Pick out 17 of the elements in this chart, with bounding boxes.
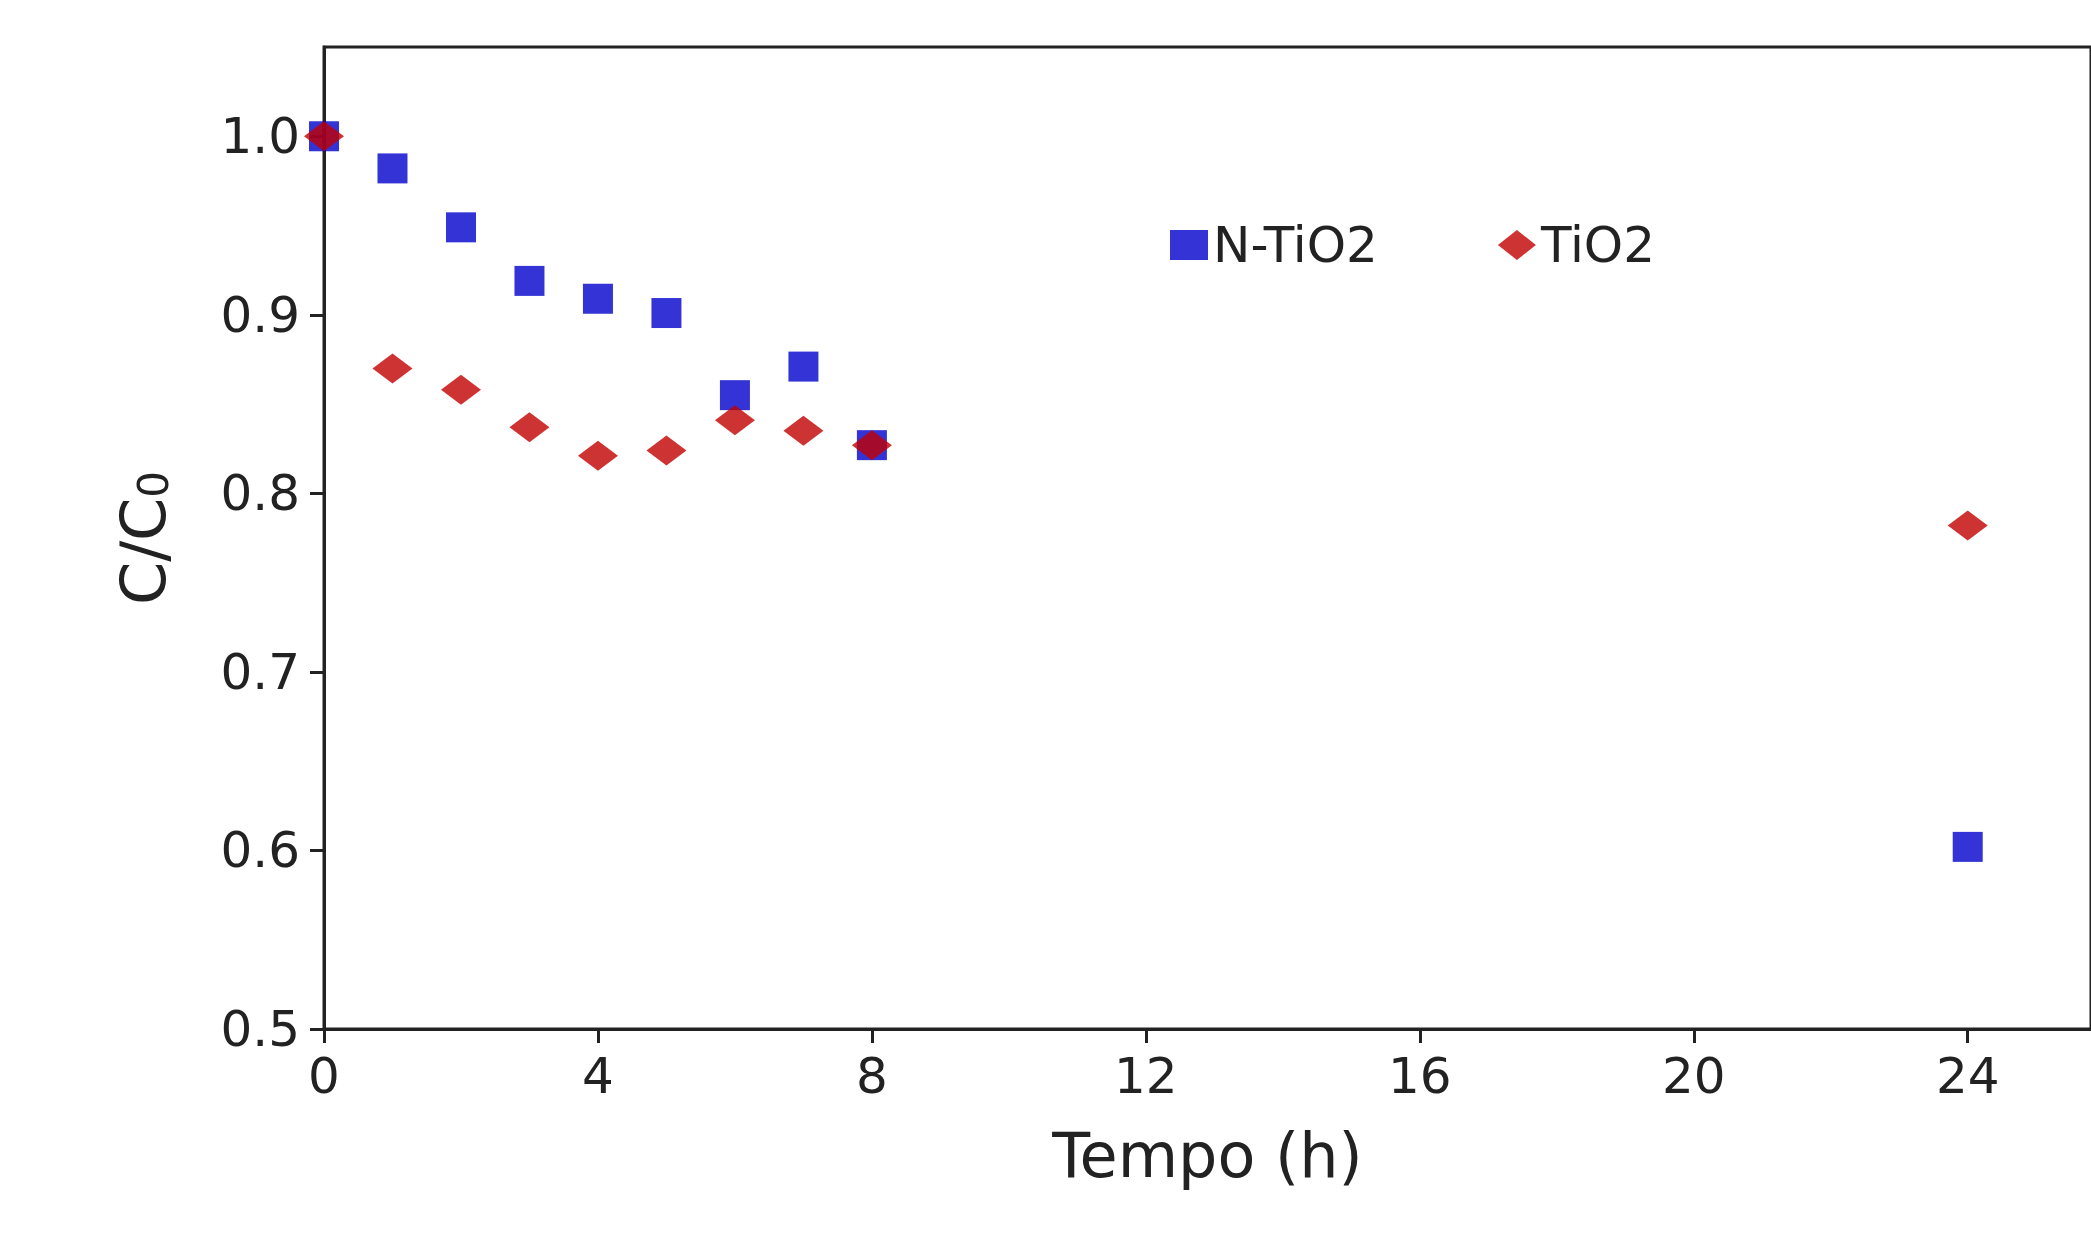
x-tick-label: 16 xyxy=(1388,1047,1452,1105)
x-tick-label: 4 xyxy=(582,1047,614,1105)
x-tick-label: 0 xyxy=(308,1047,340,1105)
x-tick-label: 20 xyxy=(1661,1047,1726,1105)
y-tick-label: 0.6 xyxy=(220,821,300,880)
y-tick-label: 0.5 xyxy=(220,1000,300,1058)
legend-label: TiO2 xyxy=(1539,216,1655,274)
y-tick-label: 0.8 xyxy=(220,464,300,523)
y-tick-label: 1.0 xyxy=(220,107,300,166)
y-tick-label: 0.7 xyxy=(220,642,300,701)
x-tick-label: 12 xyxy=(1114,1047,1178,1105)
y-tick-label: 0.9 xyxy=(220,285,300,344)
x-axis-title: Tempo (h) xyxy=(1051,1118,1363,1192)
y-axis-title: C/C0 xyxy=(106,470,180,606)
x-tick-label: 8 xyxy=(856,1047,888,1105)
x-tick-label: 24 xyxy=(1935,1047,2000,1105)
legend-label: N-TiO2 xyxy=(1213,216,1378,274)
